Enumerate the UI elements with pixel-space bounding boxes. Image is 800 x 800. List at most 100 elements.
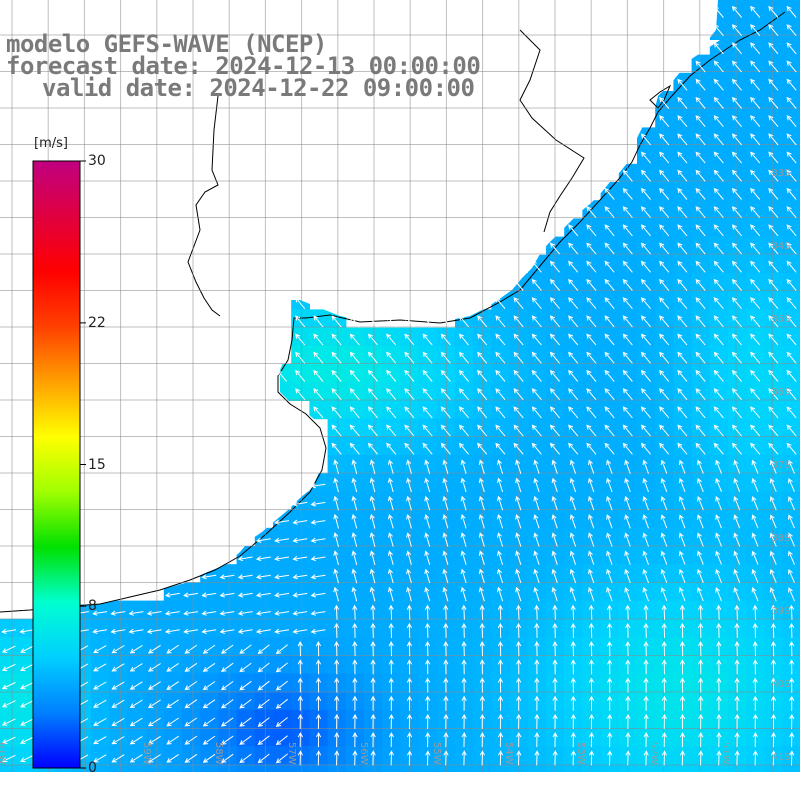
wind-arrow: [425, 641, 431, 657]
field-cell: [327, 327, 347, 347]
wind-arrow: [695, 260, 706, 273]
wind-arrow: [586, 315, 597, 328]
field-cell: [709, 254, 729, 274]
wind-arrow: [552, 659, 558, 675]
wind-arrow: [768, 115, 779, 128]
field-cell: [527, 291, 547, 310]
wind-arrow: [695, 388, 706, 401]
wind-arrow: [531, 297, 542, 310]
wind-arrow: [424, 459, 431, 474]
wind-arrow: [274, 610, 290, 616]
wind-arrow: [586, 424, 597, 437]
wind-arrow: [310, 483, 326, 489]
wind-arrow: [404, 369, 415, 382]
wind-arrow: [786, 42, 797, 55]
wind-arrow: [568, 424, 579, 437]
wind-arrow: [586, 388, 597, 401]
wind-arrow: [695, 369, 706, 382]
wind-arrow: [297, 677, 303, 693]
wind-arrow: [478, 477, 485, 493]
field-cell: [600, 527, 620, 547]
field-cell: [382, 473, 401, 492]
wind-arrow: [604, 278, 615, 291]
wind-arrow: [789, 695, 795, 711]
wind-arrow: [750, 333, 761, 346]
wind-arrow: [715, 532, 722, 547]
wind-arrow: [788, 587, 795, 602]
field-cell: [418, 473, 438, 492]
wind-arrow: [768, 388, 779, 401]
wind-arrow: [789, 659, 795, 675]
field-cell: [527, 564, 547, 583]
field-cell: [691, 218, 711, 238]
wind-arrow: [477, 315, 488, 328]
wind-arrow: [551, 550, 558, 565]
field-cell: [491, 345, 511, 365]
wind-arrow: [549, 260, 560, 273]
field-cell: [709, 400, 729, 420]
wind-arrow: [440, 351, 451, 364]
wind-arrow: [679, 659, 686, 675]
field-cell: [637, 345, 656, 365]
wind-arrow: [695, 60, 706, 73]
wind-arrow: [495, 333, 506, 346]
wind-arrow: [534, 622, 540, 638]
wind-arrow: [750, 424, 761, 437]
wind-arrow: [460, 459, 467, 474]
wind-arrow: [497, 495, 504, 511]
wind-arrow: [292, 537, 308, 543]
wind-arrow: [516, 677, 522, 693]
wind-arrow: [20, 681, 34, 690]
wind-arrow: [239, 680, 252, 691]
field-cell: [709, 418, 729, 438]
wind-arrow: [677, 406, 688, 419]
field-cell: [273, 764, 292, 772]
wind-arrow: [713, 242, 724, 255]
field-cell: [655, 436, 674, 456]
wind-arrow: [533, 459, 540, 474]
wind-arrow: [660, 568, 668, 583]
wind-arrow: [750, 224, 761, 237]
field-cell: [455, 473, 474, 492]
wind-arrow: [640, 260, 651, 273]
wind-arrow: [495, 351, 506, 364]
field-cell: [291, 527, 310, 547]
wind-arrow: [751, 568, 759, 583]
wind-arrow: [370, 641, 376, 657]
field-cell: [709, 273, 729, 292]
wind-arrow: [147, 717, 161, 727]
wind-arrow: [750, 278, 761, 291]
wind-arrow: [237, 556, 253, 562]
wind-arrow: [622, 406, 633, 419]
wind-arrow: [624, 477, 631, 493]
wind-arrow: [788, 459, 795, 474]
field-cell: [600, 309, 620, 329]
field-cell: [345, 764, 365, 772]
field-cell: [418, 436, 438, 456]
wind-arrow: [770, 713, 777, 729]
wind-arrow: [406, 622, 413, 638]
field-cell: [728, 72, 747, 92]
wind-arrow: [588, 695, 595, 711]
wind-arrow: [770, 604, 776, 620]
wind-arrow: [786, 278, 797, 291]
field-cell: [655, 527, 674, 547]
field-cell: [455, 327, 474, 347]
wind-arrow: [677, 424, 688, 437]
wind-arrow: [406, 677, 413, 693]
wind-arrow: [515, 532, 522, 547]
wind-arrow: [387, 495, 394, 511]
wind-arrow: [788, 550, 795, 565]
field-cell: [618, 546, 638, 565]
wind-arrow: [769, 477, 777, 492]
wind-arrow: [552, 695, 558, 711]
field-cell: [728, 200, 747, 219]
wind-arrow: [677, 351, 688, 364]
wind-arrow: [551, 586, 558, 602]
wind-arrow: [622, 315, 633, 328]
field-cell: [746, 582, 765, 602]
wind-arrow: [697, 532, 704, 547]
wind-arrow: [478, 459, 485, 474]
wind-arrow: [677, 297, 688, 310]
wind-arrow: [292, 574, 308, 580]
